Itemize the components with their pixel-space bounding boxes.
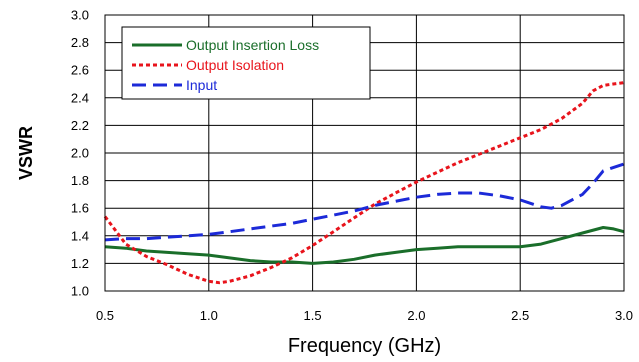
legend-label-2: Input [186, 77, 217, 93]
y-tick-label: 1.0 [71, 284, 89, 299]
y-tick-label: 2.4 [71, 90, 89, 105]
x-axis-title: Frequency (GHz) [288, 335, 441, 357]
y-tick-label: 1.2 [71, 256, 89, 271]
legend-label-0: Output Insertion Loss [186, 37, 319, 53]
y-axis-ticks: 1.0 1.2 1.4 1.6 1.8 2.0 2.2 2.4 2.6 2.8 3.0 [71, 8, 89, 299]
y-axis-title: VSWR [16, 126, 36, 180]
x-tick-label: 0.5 [96, 308, 114, 323]
series-line-2 [104, 162, 625, 242]
x-tick-label: 3.0 [615, 308, 633, 323]
y-tick-label: 2.2 [71, 118, 89, 133]
x-tick-label: 1.0 [200, 308, 218, 323]
x-tick-label: 1.5 [304, 308, 322, 323]
y-tick-label: 1.8 [71, 173, 89, 188]
x-tick-label: 2.0 [407, 308, 425, 323]
y-tick-label: 1.4 [71, 228, 89, 243]
series-line-1 [103, 81, 625, 285]
x-axis-ticks: 0.5 1.0 1.5 2.0 2.5 3.0 [96, 308, 633, 323]
legend-label-1: Output Isolation [186, 57, 284, 73]
series-lines [103, 81, 625, 285]
legend-box [121, 26, 371, 100]
y-tick-label: 2.8 [71, 35, 89, 50]
plot-frame [104, 14, 625, 292]
y-tick-label: 3.0 [71, 8, 89, 23]
y-tick-label: 1.6 [71, 201, 89, 216]
legend: Output Insertion Loss Output Isolation Inp… [121, 26, 371, 100]
x-tick-label: 2.5 [511, 308, 529, 323]
series-line-0 [104, 226, 625, 265]
y-tick-label: 2.6 [71, 63, 89, 78]
y-tick-label: 2.0 [71, 146, 89, 161]
